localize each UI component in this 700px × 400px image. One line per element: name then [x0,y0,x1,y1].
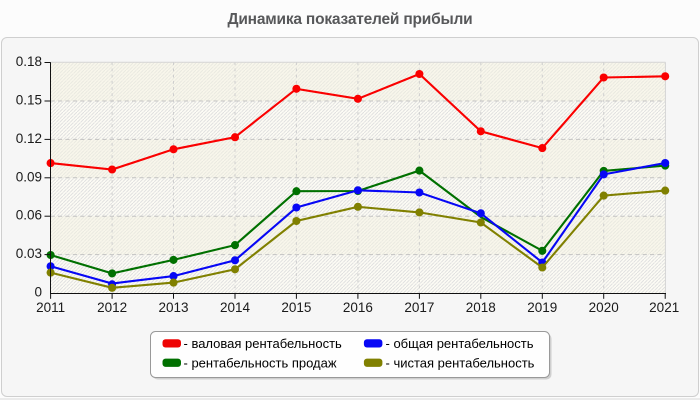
svg-text:0.06: 0.06 [16,208,42,223]
svg-text:2016: 2016 [343,300,373,315]
svg-text:- чистая рентабельность: - чистая рентабельность [386,355,535,370]
svg-text:2020: 2020 [589,300,619,315]
svg-text:0.18: 0.18 [16,54,42,69]
svg-text:2021: 2021 [649,300,679,315]
svg-text:0: 0 [34,285,42,300]
svg-text:0.03: 0.03 [16,246,42,261]
svg-text:2017: 2017 [404,300,434,315]
svg-text:2013: 2013 [158,300,188,315]
svg-text:- валовая рентабельность: - валовая рентабельность [184,336,343,351]
svg-text:2018: 2018 [466,300,496,315]
svg-text:0.09: 0.09 [16,169,42,184]
svg-text:- рентабельность продаж: - рентабельность продаж [184,355,337,370]
svg-text:2014: 2014 [220,300,251,315]
svg-text:2015: 2015 [281,300,311,315]
svg-text:- общая рентабельность: - общая рентабельность [386,336,534,351]
svg-text:2011: 2011 [36,300,65,315]
svg-text:2019: 2019 [527,300,557,315]
svg-text:0.12: 0.12 [16,131,42,146]
svg-text:0.15: 0.15 [16,93,42,108]
svg-text:2012: 2012 [97,300,127,315]
